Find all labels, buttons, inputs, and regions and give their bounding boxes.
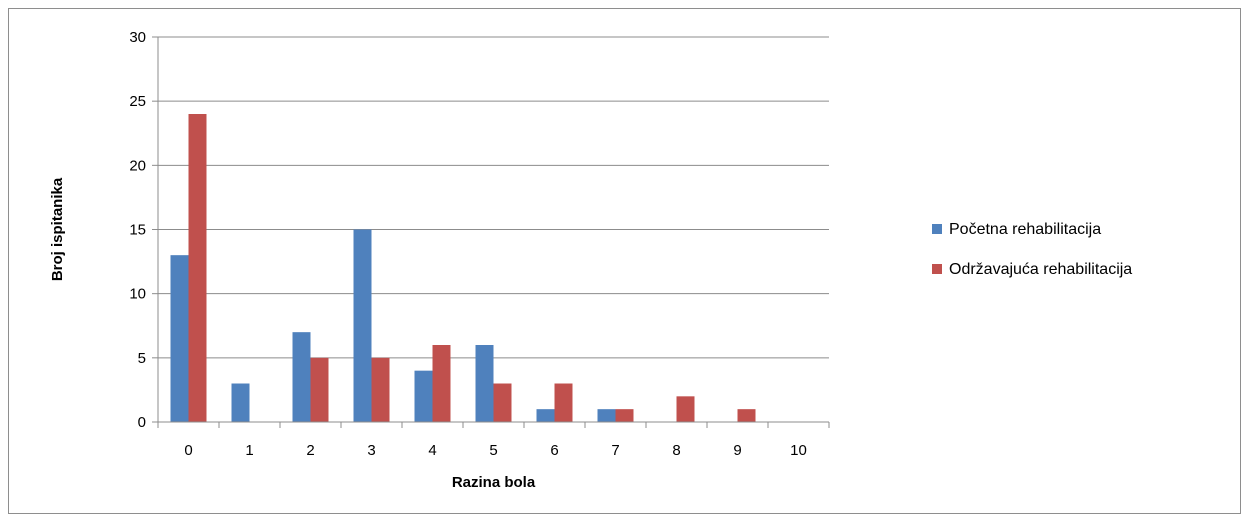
x-axis-title: Razina bola	[452, 474, 536, 491]
bar-odrzavajuca-8	[676, 396, 695, 422]
chart-frame	[8, 8, 1241, 514]
bar-odrzavajuca-9	[737, 409, 756, 422]
y-tick-label-5: 5	[138, 350, 146, 367]
x-tick-label-7: 7	[611, 442, 619, 459]
y-axis-title: Broj ispitanika	[49, 177, 66, 281]
x-tick-label-1: 1	[245, 442, 253, 459]
bar-odrzavajuca-5	[493, 383, 512, 422]
x-tick-label-6: 6	[550, 442, 558, 459]
axes	[157, 37, 830, 428]
bar-pocetna-2	[292, 332, 311, 422]
y-tick-label-25: 25	[129, 93, 146, 110]
x-tick-label-2: 2	[306, 442, 314, 459]
bar-pocetna-0	[170, 255, 189, 422]
legend-swatch-odrzavajuca	[932, 264, 942, 274]
y-tick-label-20: 20	[129, 157, 146, 174]
bar-pocetna-7	[597, 409, 616, 422]
bar-odrzavajuca-6	[554, 383, 573, 422]
x-tick-label-9: 9	[733, 442, 741, 459]
gridlines	[152, 36, 829, 423]
x-tick-label-3: 3	[367, 442, 375, 459]
bar-pocetna-3	[353, 229, 372, 422]
bar-odrzavajuca-0	[188, 114, 207, 422]
x-tick-labels: 0 1 2 3 4 5 6 7 8 9 10	[184, 442, 807, 459]
bar-odrzavajuca-4	[432, 345, 451, 422]
y-tick-label-15: 15	[129, 222, 146, 239]
x-tick-label-4: 4	[428, 442, 436, 459]
bar-pocetna-6	[536, 409, 555, 422]
bar-pocetna-5	[475, 345, 494, 422]
x-tick-label-10: 10	[790, 442, 807, 459]
legend: Početna rehabilitacija Održavajuća rehabi…	[932, 221, 1132, 278]
legend-swatch-pocetna	[932, 224, 942, 234]
x-tick-label-5: 5	[489, 442, 497, 459]
bars	[170, 114, 756, 422]
y-tick-label-10: 10	[129, 286, 146, 303]
y-tick-labels: 0 5 10 15 20 25 30	[129, 29, 146, 431]
x-tick-label-0: 0	[184, 442, 192, 459]
legend-label-pocetna: Početna rehabilitacija	[949, 221, 1101, 238]
bar-odrzavajuca-3	[371, 357, 390, 422]
bar-odrzavajuca-2	[310, 357, 329, 422]
bar-pocetna-4	[414, 370, 433, 422]
bar-odrzavajuca-7	[615, 409, 634, 422]
y-tick-label-0: 0	[138, 414, 146, 431]
x-tick-label-8: 8	[672, 442, 680, 459]
y-tick-label-30: 30	[129, 29, 146, 46]
legend-label-odrzavajuca: Održavajuća rehabilitacija	[949, 261, 1132, 278]
bar-pocetna-1	[231, 383, 250, 422]
